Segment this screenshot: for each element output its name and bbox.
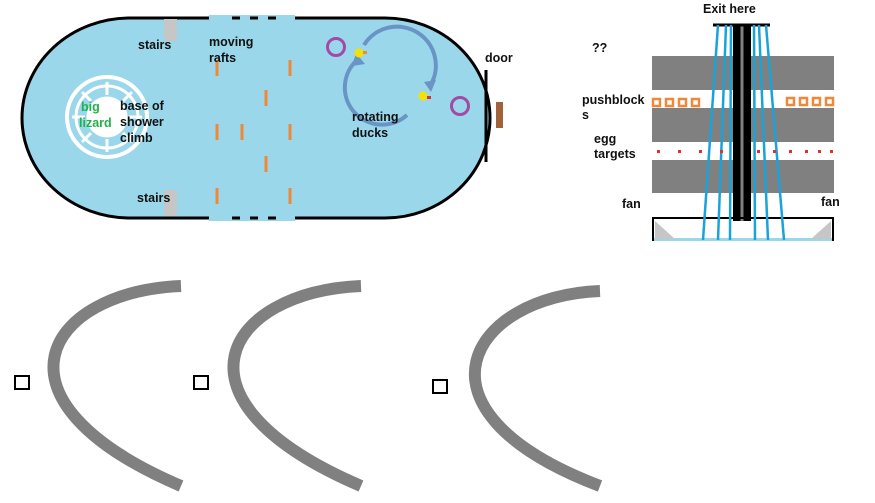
- arc-sketches: [14, 280, 603, 492]
- fan-left: [655, 221, 675, 239]
- pushblock: [798, 96, 809, 107]
- label-fan-left: fan: [622, 197, 641, 211]
- egg-target: [657, 150, 660, 153]
- pushblocks: [651, 96, 835, 108]
- arc-sketch-3: [432, 285, 603, 492]
- fan-beams: [701, 24, 786, 241]
- arc-marker: [193, 375, 209, 390]
- label-rotating-ducks-2: ducks: [352, 126, 388, 140]
- egg-target: [773, 150, 776, 153]
- rotation-arrow-bottom: [342, 58, 409, 127]
- duck: [418, 91, 428, 101]
- purple-ring: [450, 96, 470, 116]
- shower-climb-base: [65, 75, 149, 159]
- egg-target: [805, 150, 808, 153]
- label-base-2: shower: [120, 115, 164, 129]
- fan-floor: [654, 238, 832, 241]
- label-egg: egg: [594, 132, 616, 146]
- stairs-bottom-block: [164, 190, 177, 216]
- egg-target: [830, 150, 833, 153]
- door: [496, 102, 503, 128]
- egg-target: [789, 150, 792, 153]
- egg-target: [678, 150, 681, 153]
- pushblock: [677, 97, 688, 108]
- pushblock: [785, 96, 796, 107]
- label-stairs-bottom: stairs: [137, 191, 170, 205]
- label-unknown: ??: [592, 41, 607, 55]
- egg-target: [757, 150, 760, 153]
- label-targets: targets: [594, 147, 636, 161]
- purple-ring: [326, 37, 346, 57]
- pool-room: stairs stairs moving rafts big lizard ba…: [20, 15, 513, 221]
- arc-marker: [432, 379, 448, 394]
- pushblock: [664, 97, 675, 108]
- egg-target: [699, 150, 702, 153]
- label-fan-right: fan: [821, 195, 840, 209]
- label-moving-rafts-1: moving: [209, 35, 253, 49]
- label-door: door: [485, 51, 513, 65]
- label-big-lizard-2: lizard: [79, 116, 112, 130]
- pushblock: [824, 96, 835, 107]
- label-pushblocks-1: pushblock: [582, 93, 645, 107]
- moving-rafts: [215, 60, 292, 204]
- rotating-ducks: [326, 24, 470, 127]
- label-moving-rafts-2: rafts: [209, 51, 236, 65]
- rotation-arrow-top: [362, 24, 438, 88]
- pushblock: [811, 96, 822, 107]
- egg-target: [720, 150, 723, 153]
- label-exit-here: Exit here: [703, 2, 756, 16]
- pushblock: [690, 97, 701, 108]
- shaft-diagram: Exit here ?? pushblock s egg targets fan…: [582, 2, 840, 241]
- label-base-1: base of: [120, 99, 165, 113]
- egg-target: [818, 150, 821, 153]
- egg-targets: [657, 150, 833, 153]
- arc-sketch-1: [14, 280, 184, 492]
- label-big-lizard-1: big: [81, 100, 100, 114]
- label-rotating-ducks-1: rotating: [352, 110, 399, 124]
- fan-right: [811, 221, 831, 239]
- label-stairs-top: stairs: [138, 38, 171, 52]
- arc-marker: [14, 375, 30, 390]
- label-base-3: climb: [120, 131, 153, 145]
- pushblock: [651, 97, 662, 108]
- stairs-top-block: [164, 19, 177, 41]
- duck: [354, 48, 364, 58]
- arc-sketch-2: [193, 280, 364, 492]
- label-pushblocks-2: s: [582, 108, 589, 122]
